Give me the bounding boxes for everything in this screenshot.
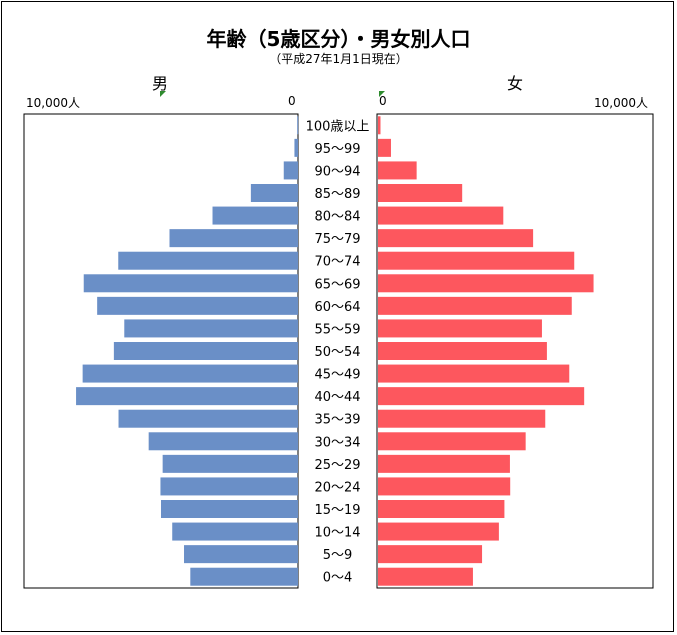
female-label: 女	[507, 74, 524, 93]
age-group-label: 5〜9	[323, 548, 353, 563]
female-bar	[378, 454, 510, 473]
male-bar	[113, 342, 298, 360]
male-bar	[297, 116, 299, 135]
male-bar	[283, 161, 298, 180]
age-group-label: 80〜84	[314, 210, 360, 225]
female-bar	[378, 432, 526, 451]
male-bar	[118, 409, 298, 428]
age-group-label: 40〜44	[314, 390, 360, 405]
age-group-label: 55〜59	[314, 322, 360, 337]
female-bar	[378, 500, 505, 518]
male-bar	[184, 545, 298, 564]
male-bar	[190, 567, 298, 586]
female-bar	[378, 138, 391, 157]
male-bar	[162, 454, 298, 473]
male-tick-max: 10,000人	[26, 96, 80, 110]
age-group-label: 65〜69	[314, 277, 360, 292]
age-group-label: 100歳以上	[306, 119, 370, 134]
female-bar	[378, 567, 473, 586]
male-bar	[124, 319, 298, 338]
female-bar	[378, 409, 546, 428]
female-bar	[378, 251, 575, 270]
male-label: 男	[152, 74, 169, 93]
female-bar	[378, 364, 570, 383]
female-bar	[378, 206, 504, 225]
age-group-label: 70〜74	[314, 255, 360, 270]
male-tick-zero: 0	[288, 94, 296, 108]
male-bar	[172, 522, 298, 541]
male-bar	[169, 229, 298, 248]
age-group-label: 90〜94	[314, 164, 360, 179]
female-bar	[378, 522, 499, 541]
age-group-label: 45〜49	[314, 368, 360, 383]
male-bar	[161, 500, 298, 518]
male-bar	[294, 138, 298, 157]
male-bar	[97, 296, 299, 315]
age-group-label: 25〜29	[314, 458, 360, 473]
male-bar	[212, 206, 298, 225]
female-bar	[378, 184, 463, 202]
age-group-label: 0〜4	[323, 571, 353, 586]
age-group-label: 10〜14	[314, 526, 360, 541]
age-group-label: 50〜54	[314, 345, 360, 360]
age-group-label: 15〜19	[314, 503, 360, 518]
male-bar	[76, 387, 298, 406]
age-group-label: 95〜99	[314, 142, 360, 157]
age-group-label: 60〜64	[314, 300, 360, 315]
female-bar	[378, 229, 534, 248]
age-group-label: 75〜79	[314, 232, 360, 247]
female-bar	[378, 161, 417, 180]
female-bar	[378, 342, 547, 360]
age-group-label: 20〜24	[314, 480, 360, 495]
age-group-label: 35〜39	[314, 413, 360, 428]
chart-subtitle: （平成27年1月1日現在）	[269, 52, 408, 66]
male-bar	[83, 274, 299, 293]
female-axis-marker	[379, 91, 385, 97]
age-group-label: 30〜34	[314, 435, 360, 450]
male-bar	[82, 364, 298, 383]
female-bar	[378, 274, 594, 293]
age-group-label: 85〜89	[314, 187, 360, 202]
male-bar	[118, 251, 298, 270]
female-bar	[378, 116, 381, 135]
male-axis-marker	[160, 91, 166, 97]
female-tick-zero: 0	[379, 94, 387, 108]
male-bar	[160, 477, 298, 496]
male-bar	[148, 432, 298, 451]
female-bar	[378, 319, 542, 338]
female-bar	[378, 545, 483, 564]
female-bar	[378, 387, 585, 406]
male-bar	[250, 184, 298, 202]
female-plot-area	[376, 113, 654, 589]
female-tick-max: 10,000人	[594, 96, 648, 110]
female-bar	[378, 477, 511, 496]
female-bar	[378, 296, 572, 315]
chart-title: 年齢（5歳区分）・男女別人口	[206, 27, 471, 51]
